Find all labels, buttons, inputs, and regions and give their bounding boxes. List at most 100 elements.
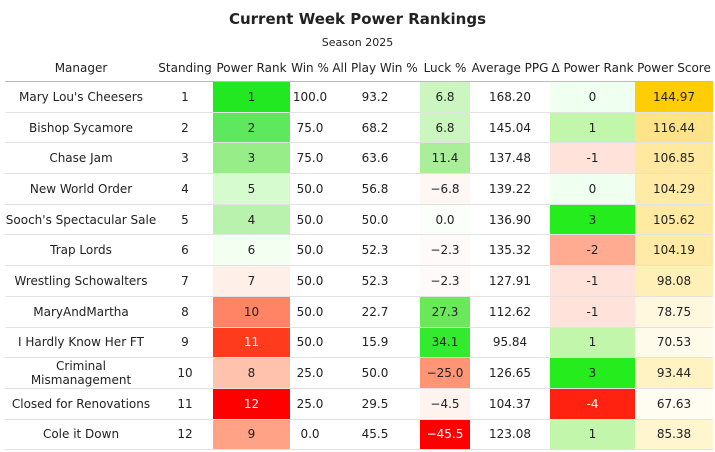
table-cell: 0.0 <box>290 419 330 451</box>
table-cell: Closed for Renovations <box>5 388 157 420</box>
table-cell: 50.0 <box>290 265 330 297</box>
table-cell: 70.53 <box>635 327 713 359</box>
table-cell: 52.3 <box>330 265 420 297</box>
table-cell: 50.0 <box>290 204 330 236</box>
column-header: Standing <box>157 55 213 82</box>
table-cell: 4 <box>213 204 290 236</box>
column-header: All Play Win % <box>330 55 420 82</box>
column-header: Δ Power Rank <box>550 55 635 82</box>
table-cell: 144.97 <box>635 81 713 113</box>
table-row: Sooch's Spectacular Sale 5 4 50.0 50.0 0.0 136… <box>5 204 713 236</box>
table-cell: 56.8 <box>330 173 420 205</box>
table-cell: 10 <box>213 296 290 328</box>
table-cell: 1 <box>157 81 213 113</box>
title: Current Week Power Rankings <box>228 10 487 28</box>
rankings-table: Manager Standing Power Rank Win % All Play W… <box>5 55 713 451</box>
table-cell: 15.9 <box>330 327 420 359</box>
table-cell: 6.8 <box>420 112 470 144</box>
header-row: Manager Standing Power Rank Win % All Play W… <box>5 55 713 82</box>
table-cell: Sooch's Spectacular Sale <box>5 204 157 236</box>
table-cell: Trap Lords <box>5 234 157 267</box>
table-cell: −4.5 <box>420 388 470 420</box>
column-header: Luck % <box>420 55 470 82</box>
table-cell: 3 <box>157 142 213 175</box>
table-cell: Chase Jam <box>5 142 157 175</box>
table-row: MaryAndMartha 8 10 50.0 22.7 27.3 112.62 -1 78.7… <box>5 296 713 328</box>
table-cell: 67.63 <box>635 388 713 420</box>
table-cell: 75.0 <box>290 142 330 175</box>
table-cell: I Hardly Know Her FT <box>5 327 157 359</box>
table-row: New World Order 4 5 50.0 56.8 −6.8 139.22 0 104.… <box>5 173 713 205</box>
table-cell: 104.29 <box>635 173 713 205</box>
table-cell: 0 <box>550 173 635 205</box>
table-body: Mary Lou's Cheesers 1 1 100.0 93.2 6.8 168.20 0… <box>5 81 713 451</box>
table-row: Trap Lords 6 6 50.0 52.3 −2.3 135.32 -2 104.19 <box>5 234 713 267</box>
table-cell: 11 <box>213 327 290 359</box>
table-cell: 3 <box>550 204 635 236</box>
table-row: Wrestling Schowalters 7 7 50.0 52.3 −2.3 127.9… <box>5 265 713 297</box>
table-row: Bishop Sycamore 2 2 75.0 68.2 6.8 145.04 1 116.4… <box>5 112 713 144</box>
table-cell: 11 <box>157 388 213 420</box>
table-cell: Cole it Down <box>5 419 157 451</box>
table-cell: 8 <box>157 296 213 328</box>
table-row: I Hardly Know Her FT 9 11 50.0 15.9 34.1 95.84… <box>5 327 713 359</box>
table-row: Cole it Down 12 9 0.0 45.5 −45.5 123.08 1 85.38 <box>5 419 713 451</box>
column-header: Win % <box>290 55 330 82</box>
table-cell: 145.04 <box>470 112 550 144</box>
table-cell: 29.5 <box>330 388 420 420</box>
table-cell: -2 <box>550 234 635 267</box>
table-cell: −2.3 <box>420 234 470 267</box>
table-cell: 139.22 <box>470 173 550 205</box>
table-cell: Mary Lou's Cheesers <box>5 81 157 113</box>
table-cell: 93.2 <box>330 81 420 113</box>
table-cell: 9 <box>157 327 213 359</box>
table-cell: 104.37 <box>470 388 550 420</box>
table-cell: 106.85 <box>635 142 713 175</box>
table-cell: 85.38 <box>635 419 713 451</box>
table-cell: 137.48 <box>470 142 550 175</box>
table-cell: -1 <box>550 296 635 328</box>
table-cell: 93.44 <box>635 357 713 389</box>
table-cell: 4 <box>157 173 213 205</box>
table-cell: 7 <box>157 265 213 297</box>
table-cell: 127.91 <box>470 265 550 297</box>
table-cell: 11.4 <box>420 142 470 175</box>
table-cell: −2.3 <box>420 265 470 297</box>
table-cell: 116.44 <box>635 112 713 144</box>
table-cell: 98.08 <box>635 265 713 297</box>
table-cell: −6.8 <box>420 173 470 205</box>
table-cell: -4 <box>550 388 635 420</box>
table-cell: 9 <box>213 419 290 451</box>
table-cell: 25.0 <box>290 357 330 389</box>
table-cell: 75.0 <box>290 112 330 144</box>
table-cell: 34.1 <box>420 327 470 359</box>
table-cell: 68.2 <box>330 112 420 144</box>
table-cell: 78.75 <box>635 296 713 328</box>
table-cell: Criminal Mismanagement <box>5 357 157 389</box>
table-cell: 6.8 <box>420 81 470 113</box>
table-cell: 126.65 <box>470 357 550 389</box>
column-header: Power Score <box>635 55 713 82</box>
table-cell: 3 <box>213 142 290 175</box>
table-cell: 50.0 <box>290 296 330 328</box>
table-cell: 5 <box>157 204 213 236</box>
table-cell: 2 <box>213 112 290 144</box>
table-cell: 10 <box>157 357 213 389</box>
table-cell: 1 <box>213 81 290 113</box>
table-cell: 22.7 <box>330 296 420 328</box>
table-cell: 6 <box>213 234 290 267</box>
table-cell: 50.0 <box>330 357 420 389</box>
table-cell: 7 <box>213 265 290 297</box>
table-cell: Bishop Sycamore <box>5 112 157 144</box>
table-cell: 1 <box>550 327 635 359</box>
table-row: Closed for Renovations 11 12 25.0 29.5 −4.5 10… <box>5 388 713 420</box>
table-cell: −45.5 <box>420 419 470 451</box>
column-header: Average PPG <box>470 55 550 82</box>
table-cell: 0.0 <box>420 204 470 236</box>
table-cell: 50.0 <box>290 327 330 359</box>
table-row: Mary Lou's Cheesers 1 1 100.0 93.2 6.8 168.20 0… <box>5 81 713 113</box>
table-cell: 63.6 <box>330 142 420 175</box>
column-header: Manager <box>5 55 157 82</box>
table-cell: 52.3 <box>330 234 420 267</box>
table-cell: 3 <box>550 357 635 389</box>
